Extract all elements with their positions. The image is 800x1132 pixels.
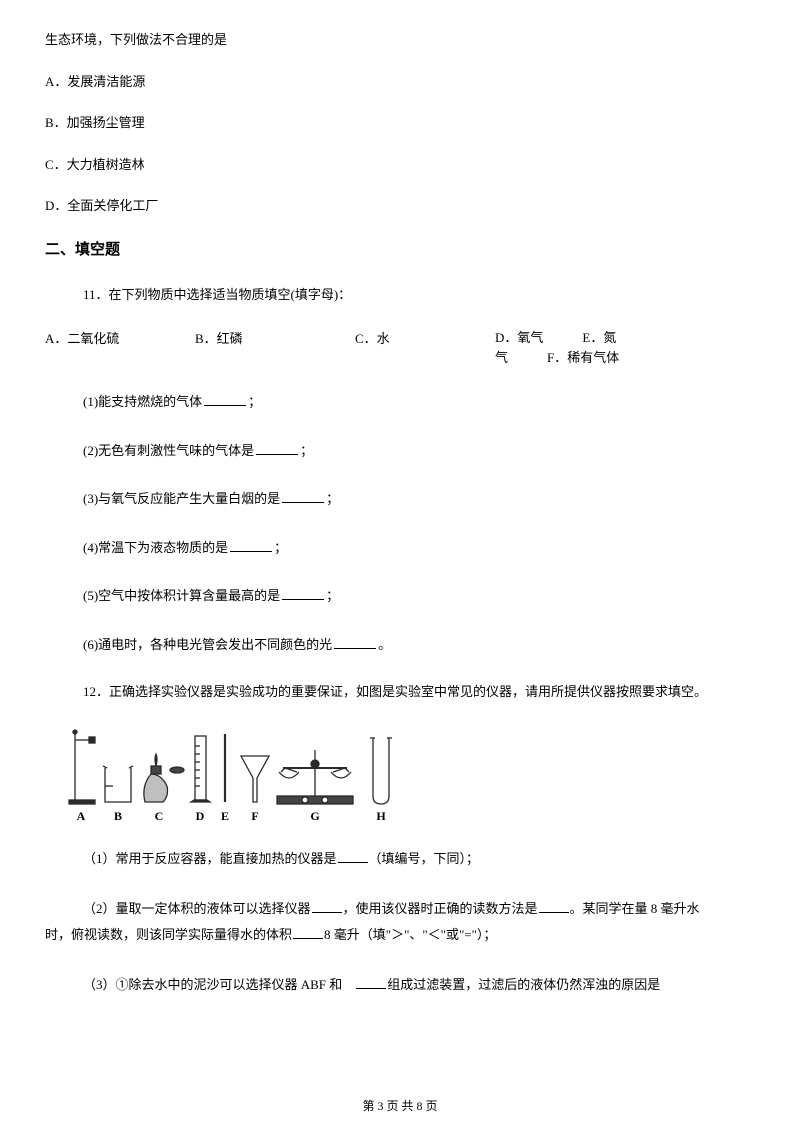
q11-s2-pre: (2)无色有刺激性气味的气体是 xyxy=(83,443,254,458)
equipment-figure: A B C D E F G H xyxy=(63,726,411,824)
q11-s3-pre: (3)与氧气反应能产生大量白烟的是 xyxy=(83,491,280,506)
q11-s1-pre: (1)能支持燃烧的气体 xyxy=(83,394,202,409)
q12-s2-d: 时，俯视读数，则该同学实际量得水的体积 xyxy=(45,927,292,942)
q12-s3-b: 组成过滤装置，过滤后的液体仍然浑浊的原因是 xyxy=(387,977,660,992)
q12-stem: 12．正确选择实验仪器是实验成功的重要保证，如图是实验室中常见的仪器，请用所提供… xyxy=(45,682,755,702)
blank xyxy=(539,898,569,913)
q11-sub2: (2)无色有刺激性气味的气体是 ； xyxy=(45,440,755,461)
intro-line: 生态环境，下列做法不合理的是 xyxy=(45,30,755,50)
blank xyxy=(230,537,272,552)
page-footer: 第 3 页 共 8 页 xyxy=(0,1097,800,1114)
q11-opt-de-line2: 气 F．稀有气体 xyxy=(495,350,619,365)
q11-options-row: A．二氧化硫 B．红磷 C．水 D．氧气 E．氮 气 F．稀有气体 xyxy=(45,328,755,367)
q12-s3-a: （3）①除去水中的泥沙可以选择仪器 ABF 和 xyxy=(83,977,355,992)
equipment-svg: A B C D E F G H xyxy=(63,726,411,824)
q11-s2-post: ； xyxy=(300,443,313,458)
label-e: E xyxy=(221,809,229,823)
blank xyxy=(293,924,323,939)
label-h: H xyxy=(376,809,386,823)
q11-sub5: (5)空气中按体积计算含量最高的是 ； xyxy=(45,585,755,606)
q12-s2-a: （2）量取一定体积的液体可以选择仪器 xyxy=(45,901,311,916)
blank xyxy=(282,585,324,600)
q11-s5-post: ； xyxy=(326,588,339,603)
blank xyxy=(334,634,376,649)
q12-sub2: （2）量取一定体积的液体可以选择仪器 ，使用该仪器时正确的读数方法是 。某同学在量 … xyxy=(45,896,755,948)
q11-sub4: (4)常温下为液态物质的是 ； xyxy=(45,537,755,558)
blank xyxy=(204,391,246,406)
q11-sub6: (6)通电时，各种电光管会发出不同颜色的光 。 xyxy=(45,634,755,655)
q12-sub3: （3）①除去水中的泥沙可以选择仪器 ABF 和 组成过滤装置，过滤后的液体仍然浑… xyxy=(45,972,755,998)
q12-s1-pre: （1）常用于反应容器，能直接加热的仪器是 xyxy=(83,851,337,866)
label-g: G xyxy=(310,809,319,823)
blank xyxy=(312,898,342,913)
q11-sub3: (3)与氧气反应能产生大量白烟的是 ； xyxy=(45,488,755,509)
blank xyxy=(282,488,324,503)
q11-s3-post: ； xyxy=(326,491,339,506)
label-a: A xyxy=(77,809,86,823)
q12-s2-e: 8 毫升（填"＞"、"＜"或"="）； xyxy=(324,927,496,942)
label-c: C xyxy=(155,809,164,823)
q12-s2-b: ，使用该仪器时正确的读数方法是 xyxy=(343,901,538,916)
q11-opt-b: B．红磷 xyxy=(195,328,355,367)
q11-s5-pre: (5)空气中按体积计算含量最高的是 xyxy=(83,588,280,603)
q11-stem: 11．在下列物质中选择适当物质填空(填字母)： xyxy=(45,285,755,305)
q11-s6-post: 。 xyxy=(378,637,391,652)
blank xyxy=(356,974,386,989)
q11-s4-pre: (4)常温下为液态物质的是 xyxy=(83,540,228,555)
option-b: B．加强扬尘管理 xyxy=(45,113,755,133)
label-d: D xyxy=(196,809,205,823)
q11-opt-a: A．二氧化硫 xyxy=(45,328,195,367)
q11-opt-de-line1: D．氧气 E．氮 xyxy=(495,330,616,345)
q12-sub1: （1）常用于反应容器，能直接加热的仪器是 （填编号，下同）； xyxy=(45,846,755,872)
q11-sub1: (1)能支持燃烧的气体 ； xyxy=(45,391,755,412)
q12-s1-post: （填编号，下同）； xyxy=(369,851,480,866)
label-b: B xyxy=(114,809,122,823)
section-2-title: 二、填空题 xyxy=(45,238,755,259)
option-d: D．全面关停化工厂 xyxy=(45,196,755,216)
q11-opt-de: D．氧气 E．氮 气 F．稀有气体 xyxy=(495,328,745,367)
label-f: F xyxy=(251,809,258,823)
q11-s4-post: ； xyxy=(274,540,287,555)
q11-s6-pre: (6)通电时，各种电光管会发出不同颜色的光 xyxy=(83,637,332,652)
blank xyxy=(256,440,298,455)
blank xyxy=(338,848,368,863)
q12-s2-c: 。某同学在量 8 毫升水 xyxy=(570,901,700,916)
q11-s1-post: ； xyxy=(248,394,261,409)
option-c: C．大力植树造林 xyxy=(45,155,755,175)
q11-opt-c: C．水 xyxy=(355,328,495,367)
option-a: A．发展清洁能源 xyxy=(45,72,755,92)
